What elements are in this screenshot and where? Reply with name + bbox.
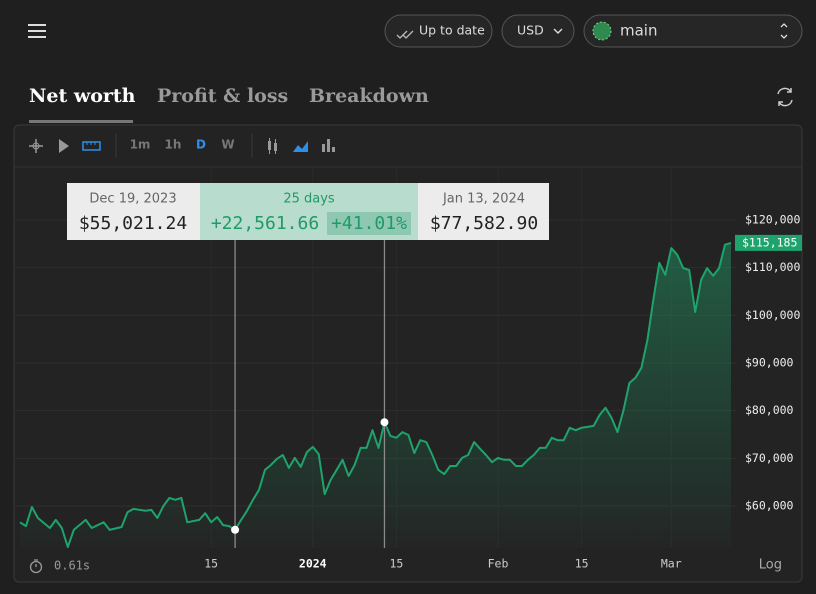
measure-date: Dec 19, 2023 <box>89 192 176 207</box>
y-tick-label: $110,000 <box>745 260 800 274</box>
timer-icon <box>29 559 43 574</box>
measure-point <box>380 418 389 427</box>
tab[interactable]: Net worth <box>29 85 136 107</box>
measure-value: $55,021.24 <box>79 213 187 234</box>
tab-underline <box>29 120 133 123</box>
log-toggle[interactable]: Log <box>759 558 782 573</box>
timeframe-button[interactable]: W <box>221 138 234 152</box>
x-tick-label: 15 <box>204 557 218 571</box>
tab[interactable]: Breakdown <box>309 85 429 107</box>
candle-tool[interactable] <box>268 138 277 154</box>
currency-button[interactable]: USD <box>501 14 575 48</box>
measure-date: Jan 13, 2024 <box>442 192 525 207</box>
tab[interactable]: Profit & loss <box>157 85 288 107</box>
status-label: Up to date <box>419 23 485 38</box>
timeframe-button[interactable]: 1h <box>165 138 182 152</box>
measure-value: $77,582.90 <box>430 213 538 234</box>
plot: $60,000 $70,000 $80,000 $90,000 $100,000 $110… <box>14 167 802 571</box>
y-tick-label: $80,000 <box>745 403 794 417</box>
refresh-button[interactable] <box>777 87 793 107</box>
measure-point <box>231 525 240 534</box>
x-tick-label: Feb <box>488 557 509 571</box>
pointer-tool[interactable] <box>59 139 69 153</box>
measure-span: 25 days <box>283 192 335 207</box>
measure-change: +22,561.66 <box>211 213 319 234</box>
currency-label: USD <box>517 23 544 38</box>
toolbar <box>29 134 335 158</box>
timeframe-button[interactable]: 1m <box>130 138 151 152</box>
bar-tool[interactable] <box>322 139 335 152</box>
last-value-label: $115,185 <box>742 235 797 249</box>
last-value-badge <box>735 234 802 251</box>
area-tool[interactable] <box>293 141 308 152</box>
timeframes: 1m 1h D W <box>130 138 235 152</box>
menu-button[interactable] <box>28 24 46 38</box>
x-tick-label: 15 <box>575 557 589 571</box>
account-label: main <box>620 22 657 40</box>
y-tick-label: $60,000 <box>745 499 794 513</box>
status-button[interactable]: Up to date <box>384 14 493 48</box>
timeframe-button[interactable]: D <box>196 138 206 152</box>
y-tick-label: $70,000 <box>745 451 794 465</box>
x-tick-label: 15 <box>389 557 403 571</box>
render-time: 0.61s <box>54 559 90 573</box>
x-tick-label: Mar <box>661 557 682 571</box>
move-tool[interactable] <box>29 139 43 153</box>
measure-pct-bg <box>327 212 411 235</box>
y-tick-label: $90,000 <box>745 355 794 369</box>
measure-tool[interactable] <box>82 141 101 151</box>
y-tick-label: $120,000 <box>745 212 800 226</box>
measure-box <box>67 183 200 240</box>
area <box>20 242 731 548</box>
measure-change-pct: +41.01% <box>331 213 407 234</box>
y-tick-label: $100,000 <box>745 308 800 322</box>
measure-box <box>418 183 549 240</box>
line <box>19 241 732 548</box>
x-tick-label: 2024 <box>299 557 327 571</box>
account-select[interactable]: main <box>583 14 803 48</box>
